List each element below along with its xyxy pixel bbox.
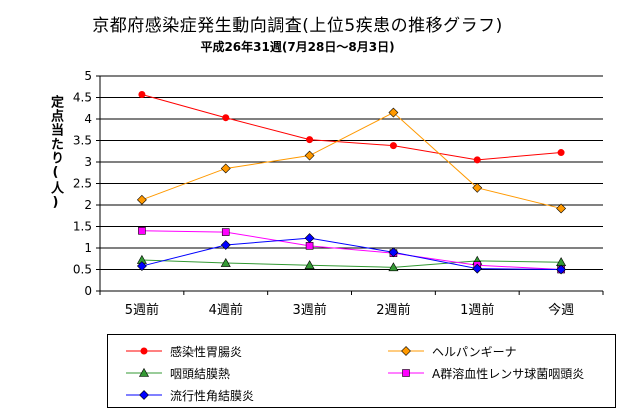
y-tick-label: 2 [84,198,92,212]
legend: 感染性胃腸炎 ヘルパンギーナ咽頭結膜熱 A群溶血性レンサ球菌咽頭炎流行性角結膜炎 [107,334,616,408]
series-line [141,94,562,161]
data-point [388,247,399,258]
data-point [304,260,315,270]
y-tick-label: 5 [84,69,92,83]
y-tick-labels: 0 0.5 1 1.5 2 2.5 3 3.5 4 4.5 5 [73,69,92,298]
y-axis-label: 定点当たり(人) [48,95,63,211]
data-point [220,163,231,174]
data-point [221,228,230,236]
data-point [557,149,565,157]
data-point [136,261,147,271]
gridlines [100,75,603,270]
series-line [141,111,562,209]
legend-label: ヘルパンギーナ [432,345,517,359]
axes [96,75,604,295]
data-point [473,156,481,164]
x-tick-label: 今週 [548,302,574,318]
data-point [556,264,567,275]
data-point [136,194,147,205]
legend-swatch [126,390,162,400]
legend-swatch [126,347,162,355]
legend-swatch [388,369,424,377]
y-tick-label: 1 [84,241,92,255]
legend-marker [401,346,411,356]
data-point [388,262,399,272]
x-tick-label: 2週前 [376,302,410,318]
y-tick-label: 3.5 [73,134,92,148]
x-tick-label: 3週前 [292,302,326,318]
series-line [141,230,562,270]
series-line [141,259,562,268]
series-lines [141,94,562,270]
data-point [222,114,230,122]
legend-marker [139,390,149,400]
x-tick-label: 5週前 [125,302,159,318]
data-point [220,257,231,267]
legend-marker [138,367,150,377]
y-tick-label: 2.5 [73,177,92,191]
y-tick-label: 4 [84,112,92,126]
x-tick-labels: 5週前 4週前 3週前 2週前 1週前 今週 [125,302,574,318]
chart-title: 京都府感染症発生動向調査(上位5疾患の推移グラフ) [92,16,503,36]
x-tick-label: 4週前 [209,302,243,318]
data-point [472,263,483,274]
data-point [138,90,146,98]
data-point [138,227,146,235]
y-tick-label: 4.5 [73,91,92,105]
series-markers [136,90,567,275]
legend-label: 感染性胃腸炎 [170,345,243,359]
y-tick-label: 1.5 [73,220,92,234]
legend-marker [140,347,148,355]
data-point [556,203,567,214]
series-line [141,237,562,270]
data-point [304,233,315,244]
data-point [306,136,314,144]
legend-marker [402,369,410,377]
legend-swatch [388,346,424,356]
y-tick-label: 0 [84,284,92,298]
data-point [220,240,231,250]
legend-label: A群溶血性レンサ球菌咽頭炎 [432,367,585,381]
data-point [472,182,483,193]
legend-swatch [126,367,162,377]
chart-subtitle: 平成26年31週(7月28日〜8月3日) [200,40,395,54]
data-point [304,150,315,161]
legend-label: 流行性角結膜炎 [170,389,255,403]
x-tick-label: 1週前 [460,302,494,318]
y-tick-label: 3 [84,155,92,169]
data-point [389,142,397,150]
data-point [305,242,314,250]
data-point [388,107,399,118]
y-tick-label: 0.5 [73,263,92,277]
legend-label: 咽頭結膜熱 [170,367,231,381]
